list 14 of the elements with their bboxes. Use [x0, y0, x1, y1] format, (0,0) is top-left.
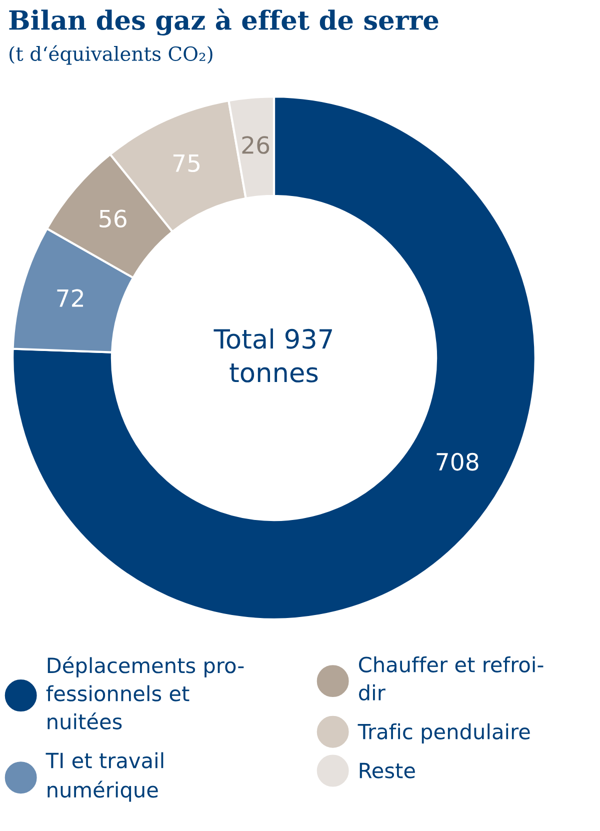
chart-subtitle: (t d‘équivalents CO₂): [10, 45, 212, 65]
legend-label: Déplacements pro- fessionnels et nuitées: [46, 656, 244, 730]
legend-label: Trafic pendulaire: [358, 723, 530, 744]
data-label: 72: [57, 289, 83, 307]
data-label: 75: [173, 154, 200, 172]
data-label: 56: [100, 210, 126, 228]
chart-title: Bilan des gaz à effet de serre: [9, 8, 438, 36]
legend-label: Chauffer et refroi- dir: [358, 656, 544, 701]
donut-slice: [12, 96, 536, 620]
data-label: 708: [436, 452, 478, 471]
text: Total 937 tonnes: [214, 328, 332, 382]
data-label: 26: [242, 136, 270, 154]
legend-label: Reste: [360, 762, 415, 778]
legend-label: TI et travail numérique: [46, 752, 164, 802]
